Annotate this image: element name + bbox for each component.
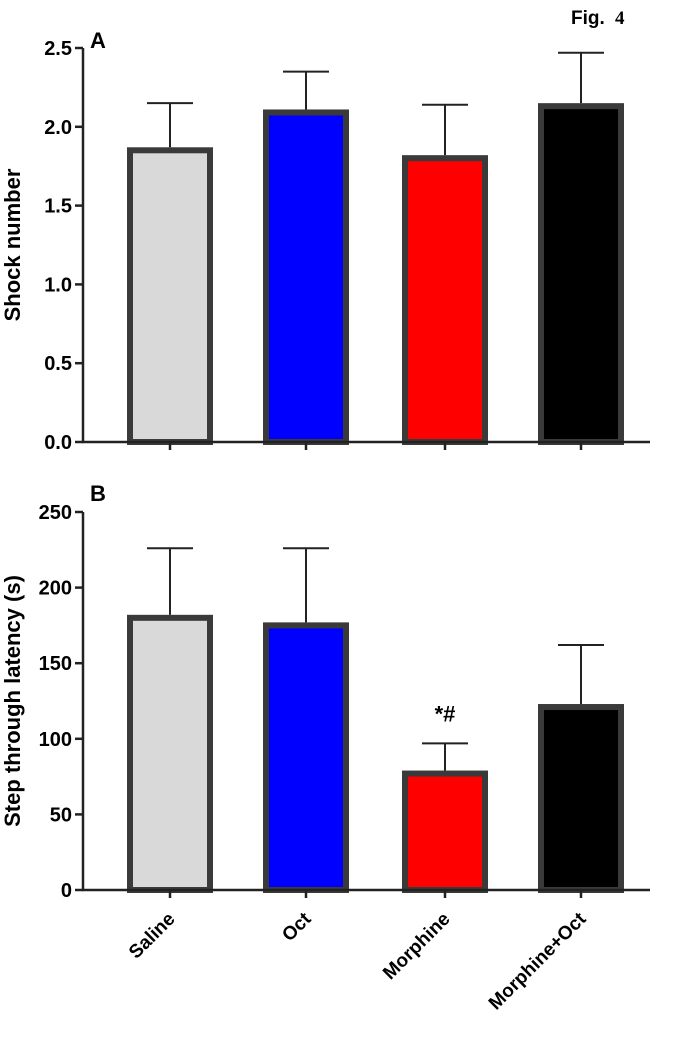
- panel-b-y-tick-label: 100: [39, 729, 72, 751]
- figure-number: 4: [615, 8, 625, 29]
- panel-a-bar-saline: [127, 147, 213, 445]
- panel-b-significance-annotation: *#: [435, 701, 456, 726]
- panel-b-y-tick-label: 250: [39, 502, 72, 524]
- panel-a-chart: A Shock number 0.0 0.5 1.0 1.5 2.0 2.5: [0, 28, 650, 454]
- category-label-morphine-oct: Morphine+Oct: [485, 908, 591, 1014]
- panel-a-y-tick-label: 0.0: [44, 432, 72, 454]
- panel-a-bar-oct: [263, 109, 349, 446]
- panel-a-y-tick-label: 2.0: [44, 117, 72, 139]
- panel-b-y-tick-label: 0: [61, 880, 72, 902]
- panel-a-bar-morphine-oct: [538, 103, 624, 445]
- panel-b-letter: B: [90, 481, 106, 506]
- panel-a-y-tick-label: 2.5: [44, 38, 72, 60]
- panel-b-bar-oct: [263, 622, 349, 893]
- panel-a-bar-morphine: [402, 155, 488, 445]
- panel-b-y-axis-title: Step through latency (s): [0, 575, 25, 827]
- panel-b-y-tick-label: 150: [39, 653, 72, 675]
- panel-b-bar-saline: [127, 614, 213, 893]
- panel-a-y-tick-label: 1.5: [44, 196, 72, 218]
- category-label-morphine: Morphine: [379, 909, 454, 984]
- panel-b-bar-morphine: [402, 770, 488, 893]
- panel-b-y-tick-label: 200: [39, 578, 72, 600]
- figure-label: Fig.: [571, 8, 605, 29]
- panel-b-bar-morphine-oct: [538, 704, 624, 893]
- panel-b-y-tick-label: 50: [50, 804, 72, 826]
- panel-a-letter: A: [90, 28, 106, 53]
- category-label-saline: Saline: [125, 909, 179, 963]
- category-label-oct: Oct: [278, 908, 316, 946]
- panel-a-y-tick-label: 1.0: [44, 274, 72, 296]
- panel-b-chart: B Step through latency (s) *# 0 50 100 150 200 2…: [0, 481, 650, 1014]
- panel-a-y-tick-label: 0.5: [44, 353, 72, 375]
- panel-a-y-axis-title: Shock number: [0, 168, 25, 321]
